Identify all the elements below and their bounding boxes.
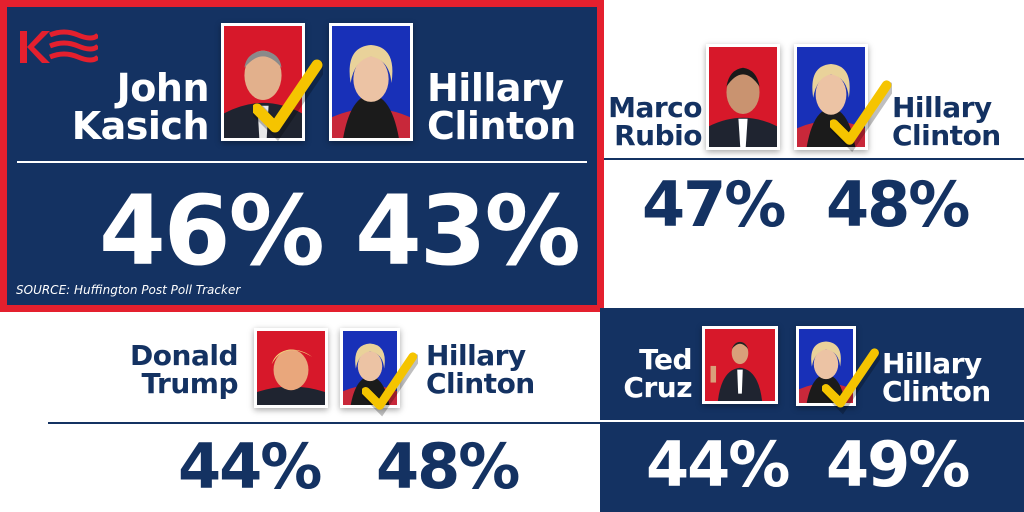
candidate-photo-icon bbox=[702, 326, 778, 404]
name-line-1: Hillary bbox=[892, 91, 992, 124]
checkmark-icon bbox=[822, 348, 880, 415]
name-line-2: Clinton bbox=[426, 367, 535, 400]
divider bbox=[600, 420, 1024, 422]
opponent-photo-icon bbox=[794, 44, 868, 150]
candidate-name: Marco Rubio bbox=[608, 94, 702, 150]
opponent-percent: 43% bbox=[355, 175, 581, 287]
candidate-photo-icon bbox=[706, 44, 780, 150]
name-line-2: Clinton bbox=[427, 104, 576, 148]
name-line-1: Hillary bbox=[882, 347, 982, 380]
checkmark-icon bbox=[253, 59, 323, 141]
divider bbox=[48, 422, 600, 424]
name-line-1: Marco bbox=[608, 91, 702, 124]
opponent-name: Hillary Clinton bbox=[426, 342, 535, 398]
source-note: SOURCE: Huffington Post Poll Tracker bbox=[16, 283, 241, 297]
name-line-2: Rubio bbox=[614, 119, 702, 152]
candidate-percent: 44% bbox=[646, 428, 790, 501]
candidate-percent: 44% bbox=[178, 430, 322, 503]
matchup-trump-clinton: Donald Trump Hillary Clinton 44% 48% bbox=[0, 312, 600, 512]
opponent-percent: 49% bbox=[826, 428, 970, 501]
name-line-2: Cruz bbox=[623, 371, 692, 404]
candidate-percent: 47% bbox=[642, 168, 786, 241]
kasich-logo-icon bbox=[20, 29, 98, 63]
name-line-2: Clinton bbox=[882, 375, 991, 408]
matchup-cruz-clinton: Ted Cruz Hillary Clinton 44% 49% bbox=[600, 308, 1024, 512]
checkmark-icon bbox=[830, 80, 892, 153]
name-line-2: Kasich bbox=[71, 104, 210, 148]
name-line-2: Clinton bbox=[892, 119, 1001, 152]
opponent-photo-icon bbox=[329, 23, 413, 141]
candidate-name: Donald Trump bbox=[130, 342, 238, 398]
opponent-percent: 48% bbox=[826, 168, 970, 241]
candidate-name: Ted Cruz bbox=[623, 346, 692, 402]
opponent-name: Hillary Clinton bbox=[892, 94, 1001, 150]
opponent-percent: 48% bbox=[376, 430, 520, 503]
candidate-name: John Kasich bbox=[71, 66, 210, 148]
name-line-1: Donald bbox=[130, 339, 238, 372]
name-line-1: Ted bbox=[639, 343, 692, 376]
opponent-name: Hillary Clinton bbox=[882, 350, 991, 406]
name-line-1: Hillary bbox=[427, 66, 564, 110]
matchup-kasich-clinton: John Kasich Hillary Clinton 46% 43% SOUR… bbox=[0, 0, 604, 312]
matchup-rubio-clinton: Marco Rubio Hillary Clinton 47% 48% bbox=[604, 0, 1024, 312]
checkmark-icon bbox=[362, 352, 418, 417]
name-line-1: Hillary bbox=[426, 339, 526, 372]
name-line-2: Trump bbox=[141, 367, 239, 400]
candidate-photo-icon bbox=[254, 328, 328, 408]
opponent-name: Hillary Clinton bbox=[427, 69, 576, 145]
name-line-1: John bbox=[116, 66, 210, 110]
divider bbox=[604, 158, 1024, 160]
candidate-percent: 46% bbox=[99, 175, 325, 287]
divider bbox=[17, 161, 587, 163]
